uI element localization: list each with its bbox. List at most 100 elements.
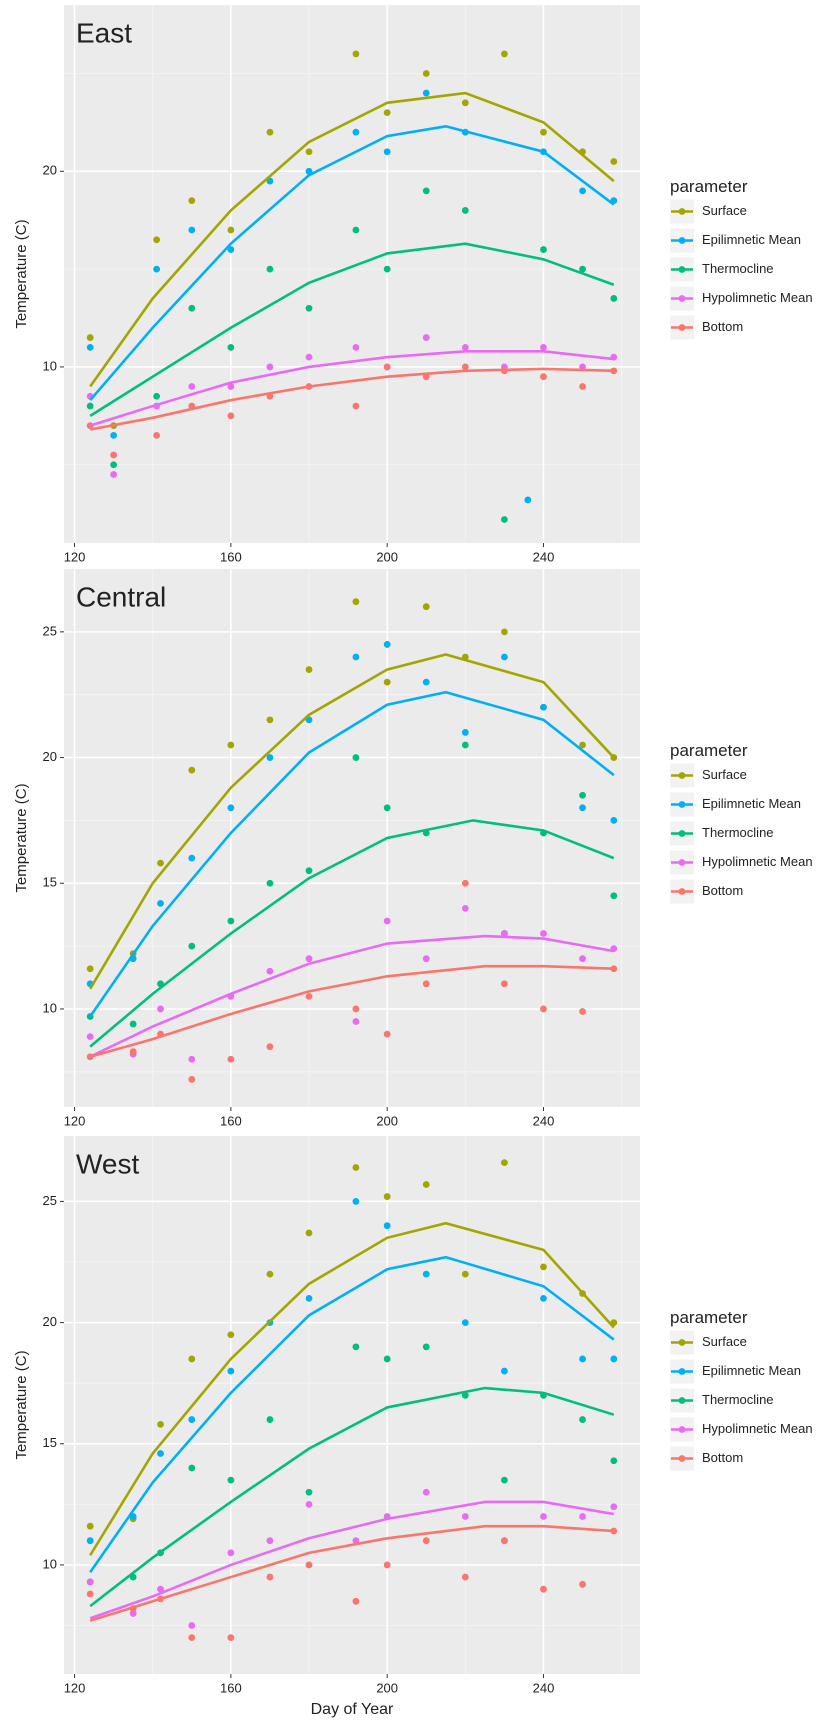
data-point bbox=[540, 1513, 547, 1520]
data-point bbox=[266, 1416, 274, 1423]
trend-line bbox=[89, 653, 615, 990]
data-point bbox=[540, 1585, 547, 1593]
data-point bbox=[461, 1513, 469, 1520]
legend-label: Surface bbox=[702, 767, 747, 782]
data-point bbox=[305, 1561, 313, 1569]
legend-dot bbox=[678, 1368, 686, 1375]
legend-dot bbox=[678, 1426, 686, 1433]
data-point bbox=[422, 70, 430, 77]
data-point bbox=[461, 879, 469, 887]
data-point bbox=[129, 1610, 137, 1617]
legend-label: Surface bbox=[702, 203, 747, 218]
data-point bbox=[157, 1585, 164, 1593]
data-point bbox=[383, 1193, 391, 1200]
y-tick-label: 15 bbox=[43, 1435, 57, 1450]
legend-dot bbox=[678, 266, 686, 273]
data-point bbox=[501, 50, 508, 58]
data-point bbox=[610, 1355, 618, 1363]
data-point bbox=[266, 879, 274, 887]
data-point bbox=[461, 1270, 469, 1278]
legend-dot bbox=[678, 237, 686, 244]
data-point bbox=[422, 334, 430, 341]
y-tick-label: 10 bbox=[43, 1556, 57, 1571]
trend-line bbox=[89, 819, 615, 1048]
legend-title: parameter bbox=[670, 177, 748, 196]
data-point bbox=[461, 1391, 469, 1399]
legend-label: Thermocline bbox=[702, 261, 774, 276]
data-point bbox=[383, 1561, 391, 1569]
data-point bbox=[540, 343, 547, 351]
legend-label: Bottom bbox=[702, 883, 743, 898]
data-point bbox=[422, 187, 430, 195]
data-point bbox=[383, 804, 391, 812]
data-point bbox=[579, 1580, 586, 1588]
data-point bbox=[610, 295, 618, 302]
data-point bbox=[579, 804, 586, 812]
data-point bbox=[501, 980, 508, 988]
data-point bbox=[305, 148, 313, 156]
data-point bbox=[86, 343, 94, 351]
data-point bbox=[227, 1367, 235, 1375]
data-point bbox=[86, 965, 94, 973]
legend-label: Hypolimnetic Mean bbox=[702, 1421, 813, 1436]
data-point bbox=[227, 383, 235, 390]
y-tick-label: 10 bbox=[43, 358, 57, 373]
data-point bbox=[461, 99, 469, 107]
data-point bbox=[305, 304, 313, 312]
data-point bbox=[540, 128, 547, 136]
legend-label: Epilimnetic Mean bbox=[702, 232, 801, 247]
data-point bbox=[610, 892, 618, 900]
data-point bbox=[266, 716, 274, 724]
data-point bbox=[501, 1537, 508, 1545]
data-point bbox=[129, 1020, 137, 1028]
x-tick-label: 240 bbox=[533, 1680, 555, 1695]
legend-label: Bottom bbox=[702, 1450, 743, 1465]
trend-line bbox=[89, 91, 615, 388]
y-tick-label: 25 bbox=[43, 623, 57, 638]
data-point bbox=[188, 854, 196, 862]
data-point bbox=[305, 955, 313, 963]
data-point bbox=[188, 197, 196, 205]
data-point bbox=[110, 451, 118, 459]
data-point bbox=[188, 304, 196, 312]
data-point bbox=[188, 1075, 196, 1083]
data-point bbox=[610, 817, 618, 824]
data-point bbox=[422, 1537, 430, 1545]
data-point bbox=[579, 1513, 586, 1520]
data-point bbox=[422, 1181, 430, 1188]
legend-dot bbox=[678, 888, 686, 895]
data-point bbox=[352, 598, 360, 606]
data-point bbox=[461, 741, 469, 749]
legend-dot bbox=[678, 208, 686, 215]
data-point bbox=[157, 1450, 164, 1457]
data-point bbox=[227, 1634, 235, 1642]
data-point bbox=[610, 1503, 618, 1511]
legend-label: Epilimnetic Mean bbox=[702, 796, 801, 811]
data-point bbox=[157, 899, 164, 907]
x-tick-label: 240 bbox=[533, 549, 555, 564]
data-point bbox=[266, 1043, 274, 1051]
x-tick-label: 200 bbox=[376, 549, 398, 564]
y-tick-label: 10 bbox=[43, 1000, 57, 1015]
data-point bbox=[157, 1420, 164, 1428]
data-point bbox=[352, 1343, 360, 1351]
data-point bbox=[227, 741, 235, 749]
trend-line bbox=[89, 1524, 614, 1622]
data-point bbox=[383, 1355, 391, 1363]
y-axis-label: Temperature (C) bbox=[13, 783, 30, 892]
data-point bbox=[188, 766, 196, 774]
data-point bbox=[305, 1229, 313, 1237]
data-point bbox=[422, 955, 430, 963]
data-point bbox=[352, 1597, 360, 1605]
data-point bbox=[227, 1549, 235, 1557]
trend-line bbox=[89, 242, 615, 417]
data-point bbox=[352, 226, 360, 234]
data-point bbox=[352, 1537, 360, 1545]
data-point bbox=[540, 1005, 547, 1013]
data-point bbox=[610, 1457, 618, 1465]
data-point bbox=[383, 641, 391, 648]
y-axis-label: Temperature (C) bbox=[13, 1350, 30, 1459]
data-point bbox=[227, 412, 235, 420]
data-point bbox=[86, 1578, 94, 1586]
